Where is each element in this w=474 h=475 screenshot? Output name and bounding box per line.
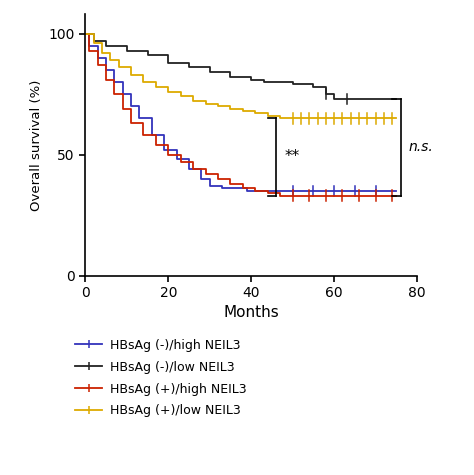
X-axis label: Months: Months: [223, 305, 279, 321]
Text: n.s.: n.s.: [409, 140, 434, 154]
Legend: HBsAg (-)/high NEIL3, HBsAg (-)/low NEIL3, HBsAg (+)/high NEIL3, HBsAg (+)/low N: HBsAg (-)/high NEIL3, HBsAg (-)/low NEIL…: [75, 339, 246, 418]
Y-axis label: Overall survival (%): Overall survival (%): [30, 79, 43, 210]
Text: **: **: [284, 150, 300, 164]
